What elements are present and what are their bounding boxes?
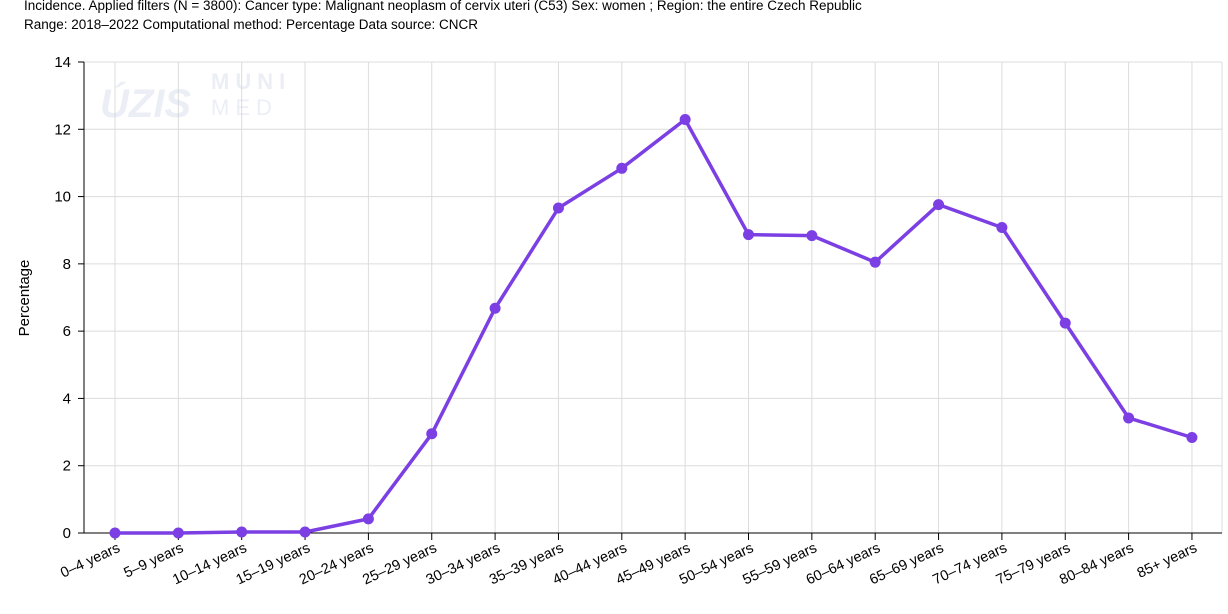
y-tick-label: 10: [54, 189, 71, 206]
data-point: [109, 527, 121, 539]
grid: [84, 61, 1223, 533]
y-tick-labels: 0 2 4 6 8 10 12 14: [54, 54, 71, 542]
data-point: [869, 256, 881, 268]
data-point: [552, 202, 564, 214]
data-point: [172, 527, 184, 539]
series-line: [113, 117, 1194, 535]
data-point: [933, 199, 945, 211]
data-point: [743, 229, 754, 241]
chart-subtitle-range: Range: 2018–2022 Computational method: P…: [24, 17, 479, 32]
y-tick-label: 0: [63, 525, 71, 542]
data-point: [236, 526, 248, 538]
data-point: [996, 222, 1008, 234]
data-point: [362, 513, 374, 525]
data-point: [489, 302, 501, 314]
watermark-uzis: ÚZIS: [100, 80, 191, 126]
x-tick-label: 85+ years: [1135, 540, 1200, 582]
data-point: [616, 162, 628, 174]
series-line-group: [109, 114, 1198, 539]
data-point: [299, 526, 311, 538]
watermark: ÚZIS MUNI MED: [100, 69, 291, 126]
data-point: [1186, 431, 1198, 443]
watermark-med: MED: [211, 95, 278, 120]
chart-subtitle-filters: Incidence. Applied filters (N = 3800): C…: [24, 0, 862, 13]
y-tick-label: 12: [54, 121, 71, 138]
y-tick-label: 6: [63, 323, 71, 340]
y-tick-label: 2: [63, 458, 71, 475]
y-tick-label: 14: [54, 54, 71, 71]
data-point: [1123, 412, 1135, 424]
watermark-muni: MUNI: [211, 69, 291, 94]
data-point: [679, 114, 691, 126]
data-point: [1059, 317, 1071, 329]
data-point: [806, 230, 818, 242]
x-tick-label: 0–4 years: [58, 540, 122, 581]
y-tick-label: 4: [63, 390, 71, 407]
y-axis-label: Percentage: [16, 260, 33, 337]
data-point: [426, 428, 438, 440]
y-tick-label: 8: [63, 256, 71, 273]
